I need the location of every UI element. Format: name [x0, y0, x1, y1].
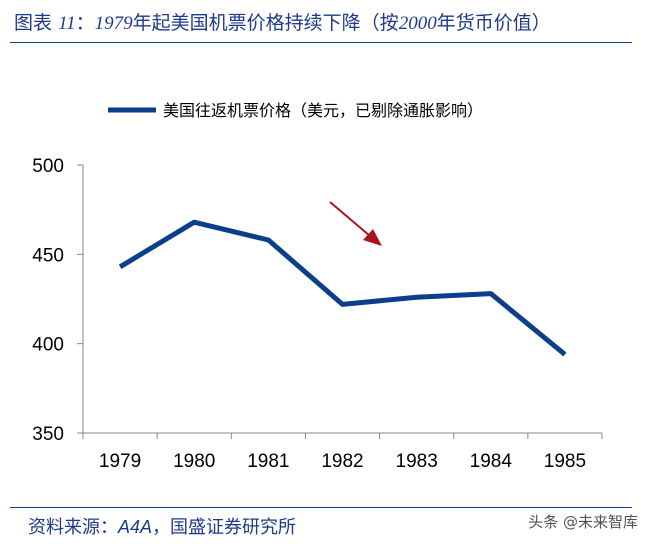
page-title: 图表 11：1979年起美国机票价格持续下降（按2000年货币价值） — [14, 8, 654, 35]
title-year-start: 1979 — [94, 13, 133, 34]
x-tick-label: 1984 — [470, 451, 513, 472]
watermark: 头条 @未来智库 — [528, 513, 638, 531]
y-tick-label: 500 — [32, 156, 64, 177]
title-mid: 年起美国机票价格持续下降（按 — [132, 12, 399, 34]
source-a4a: A4A — [118, 517, 153, 537]
series-marks — [118, 219, 567, 357]
arrow-head — [363, 229, 382, 246]
x-tick-label: 1980 — [173, 451, 215, 472]
y-tick-label: 350 — [32, 424, 64, 445]
series-line — [118, 219, 567, 357]
source-rest: ，国盛证券研究所 — [152, 517, 297, 538]
title-divider — [10, 42, 632, 43]
x-tick-label: 1981 — [247, 451, 289, 472]
title-end: 年货币价值） — [436, 12, 551, 34]
title-year-base: 2000 — [398, 13, 437, 34]
y-tick-label: 450 — [32, 245, 64, 266]
x-tick-label: 1982 — [321, 451, 363, 472]
source-divider — [10, 507, 632, 508]
legend-label: 美国往返机票价格（美元，已剔除通胀影响） — [163, 101, 483, 120]
title-prefix: 图表 — [14, 12, 53, 34]
x-tick-label: 1979 — [99, 451, 141, 472]
source-note: 资料来源：A4A，国盛证券研究所 — [28, 513, 296, 539]
axes: 500 450 400 350 1979 1980 1981 1982 1983 1984 1985 — [32, 156, 603, 472]
legend: 美国往返机票价格（美元，已剔除通胀影响） — [108, 101, 483, 120]
y-tick-label: 400 — [32, 335, 64, 356]
x-tick-label: 1983 — [396, 451, 438, 472]
source-label: 资料来源： — [28, 517, 118, 538]
x-tick-label: 1985 — [544, 451, 586, 472]
trend-arrow — [329, 201, 382, 246]
arrow-shaft — [329, 201, 371, 237]
title-sep: ： — [75, 12, 95, 34]
title-number: 11 — [58, 13, 76, 34]
